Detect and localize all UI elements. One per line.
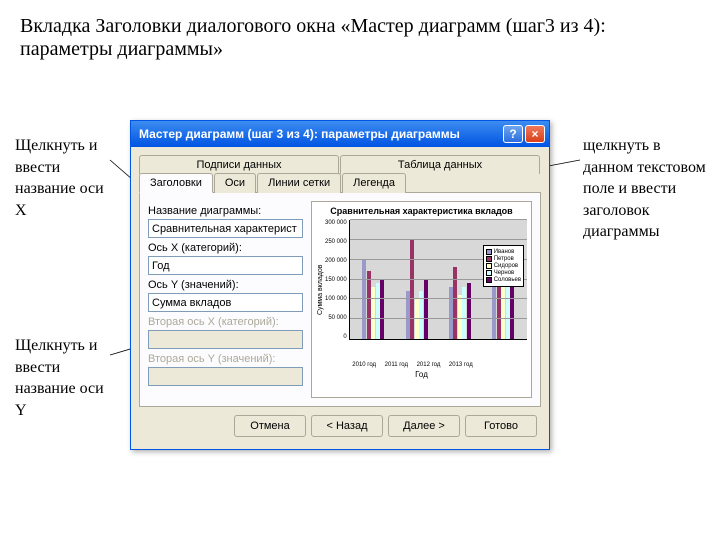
legend-swatch [486,249,492,255]
tabs-row-lower: Заголовки Оси Линии сетки Легенда [139,173,541,193]
chart-area: Сумма вкладов 300 000250 000200 000150 0… [316,220,527,360]
legend-item: Чернов [486,270,521,276]
y2-axis-label: Вторая ось Y (значений): [148,353,303,365]
y2-axis-input [148,367,303,386]
annotation-axis-x: Щелкнуть и ввести название оси X [15,135,115,221]
annotation-axis-y: Щелкнуть и ввести название оси Y [15,335,115,421]
titlebar[interactable]: Мастер диаграмм (шаг 3 из 4): параметры … [131,121,549,147]
finish-button[interactable]: Готово [465,415,537,437]
titlebar-text: Мастер диаграмм (шаг 3 из 4): параметры … [139,127,501,141]
legend-swatch [486,277,492,283]
chart-preview-title: Сравнительная характеристика вкладов [316,206,527,216]
bar [506,279,510,339]
dialog-buttons: Отмена < Назад Далее > Готово [139,407,541,441]
slide-title: Вкладка Заголовки диалогового окна «Маст… [0,0,720,66]
bar [492,283,496,339]
x2-axis-input [148,330,303,349]
bar [367,271,371,339]
chart-x-label: Год [316,370,527,379]
tab-data-labels[interactable]: Подписи данных [139,155,339,174]
legend-label: Петров [494,256,514,262]
chart-title-input[interactable] [148,219,303,238]
chart-wizard-dialog: Мастер диаграмм (шаг 3 из 4): параметры … [130,120,550,450]
legend-swatch [486,263,492,269]
legend-item: Сидоров [486,263,521,269]
bar [458,295,462,339]
x-axis-input[interactable] [148,256,303,275]
chart-title-label: Название диаграммы: [148,205,303,217]
dialog-body: Подписи данных Таблица данных Заголовки … [131,147,549,449]
bar [424,279,428,339]
form-column: Название диаграммы: Ось X (категорий): О… [148,201,303,398]
bar [462,287,466,339]
chart-x-ticks: 2010 год2011 год2012 год2013 год [348,362,477,368]
y-axis-input[interactable] [148,293,303,312]
bar-group [406,239,428,339]
chart-preview: Сравнительная характеристика вкладов Сум… [311,201,532,398]
help-button[interactable]: ? [503,125,523,143]
legend-label: Иванов [494,249,515,255]
back-button[interactable]: < Назад [311,415,383,437]
tab-axes[interactable]: Оси [214,173,256,193]
legend-item: Петров [486,256,521,262]
annotation-chart-title: щелкнуть в данном текстовом поле и ввест… [583,135,708,243]
bar [410,239,414,339]
bar [376,283,380,339]
legend-item: Иванов [486,249,521,255]
y-axis-label: Ось Y (значений): [148,279,303,291]
x-axis-label: Ось X (категорий): [148,242,303,254]
legend-swatch [486,256,492,262]
close-button[interactable]: × [525,125,545,143]
legend-label: Сидоров [494,263,518,269]
legend-swatch [486,270,492,276]
bar [467,283,471,339]
bar [449,287,453,339]
next-button[interactable]: Далее > [388,415,460,437]
tab-legend[interactable]: Легенда [342,173,406,193]
tabs-row-upper: Подписи данных Таблица данных [139,155,541,174]
tab-titles[interactable]: Заголовки [139,173,213,193]
chart-legend: ИвановПетровСидоровЧерновСоловьев [483,245,524,287]
legend-label: Соловьев [494,277,521,283]
legend-label: Чернов [494,270,515,276]
chart-y-ticks: 300 000250 000200 000150 000100 00050 00… [325,220,349,340]
tab-data-table[interactable]: Таблица данных [340,155,540,174]
chart-y-label: Сумма вкладов [316,220,325,360]
tab-panel: Название диаграммы: Ось X (категорий): О… [139,192,541,407]
bar [501,287,505,339]
legend-item: Соловьев [486,277,521,283]
bar [380,279,384,339]
x2-axis-label: Вторая ось X (категорий): [148,316,303,328]
cancel-button[interactable]: Отмена [234,415,306,437]
bar [371,287,375,339]
tab-gridlines[interactable]: Линии сетки [257,173,341,193]
